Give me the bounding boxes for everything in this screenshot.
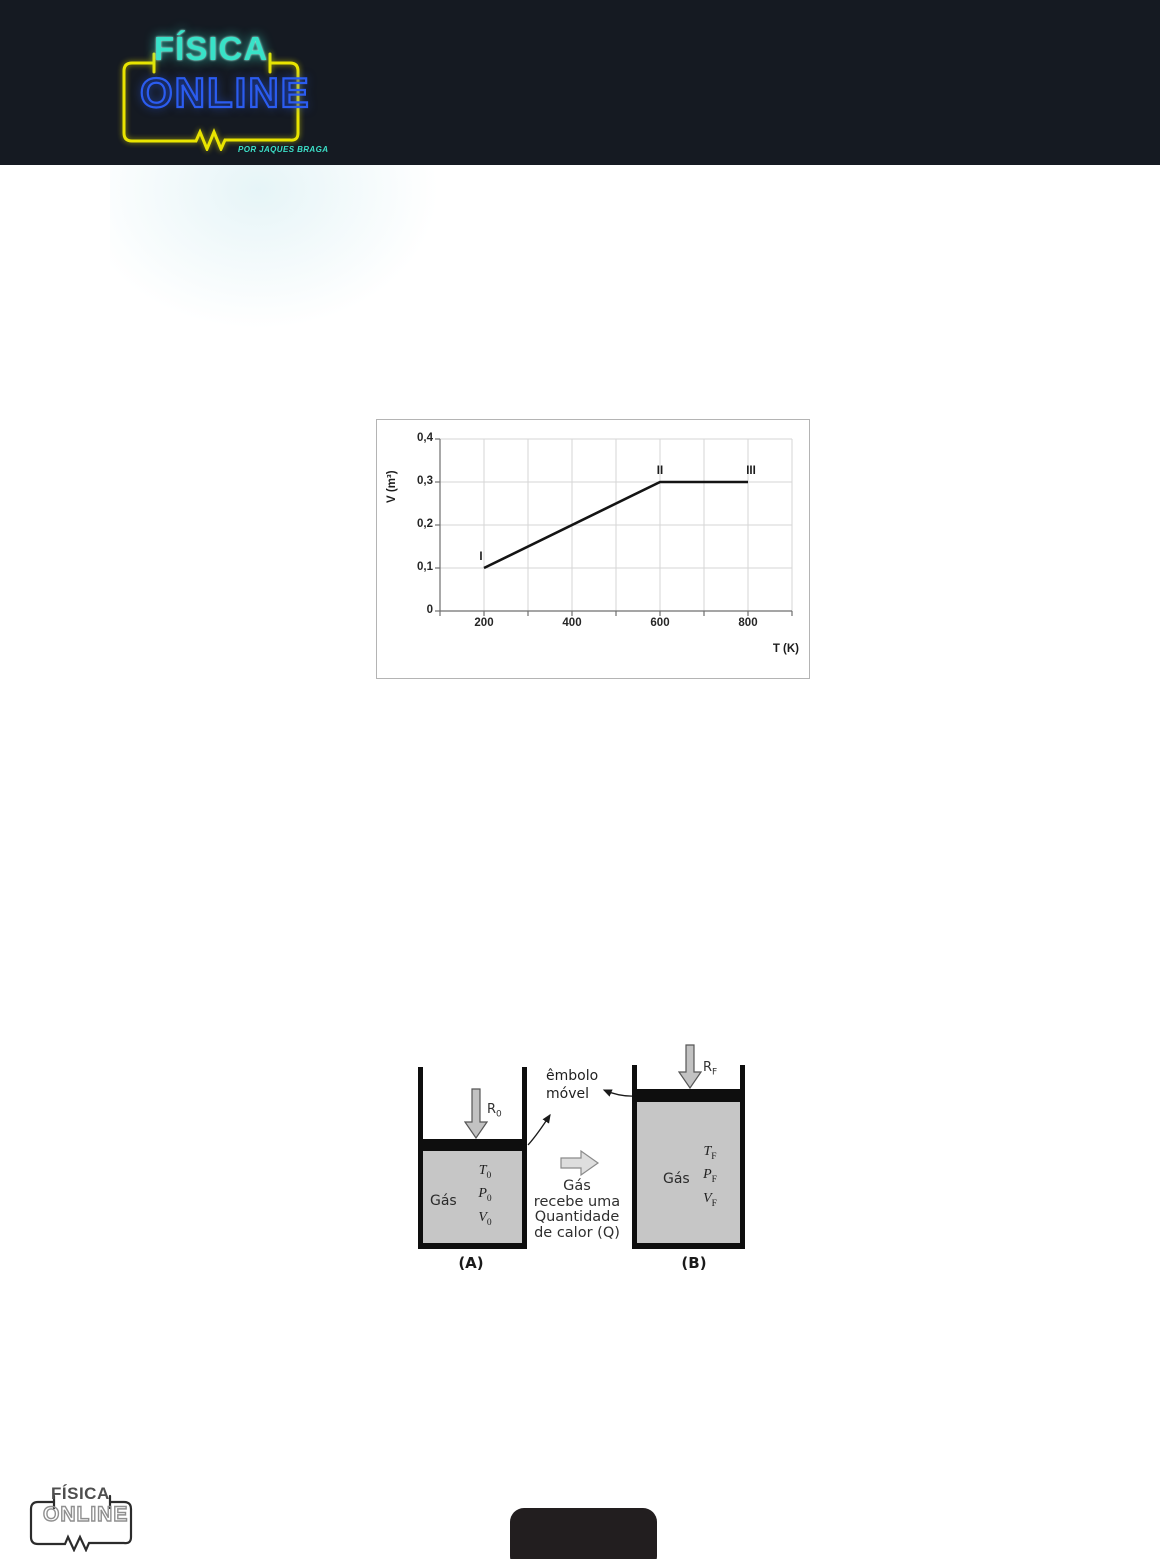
point-label-ii: II bbox=[656, 465, 664, 477]
y-tick-label: 0,1 bbox=[417, 561, 433, 573]
footer-logo-title: FÍSICA bbox=[51, 1484, 110, 1503]
state-line: P0 bbox=[478, 1186, 492, 1205]
state-a-values: T0 P0 V0 bbox=[471, 1162, 499, 1232]
y-tick-label: 0,3 bbox=[417, 475, 433, 487]
chart-canvas bbox=[435, 438, 793, 616]
container-a-gas bbox=[423, 1151, 522, 1243]
force-rf-label: RF bbox=[703, 1060, 718, 1078]
annotation-arrow-left-icon bbox=[527, 1113, 551, 1146]
force-arrow-down-icon bbox=[464, 1088, 488, 1139]
caption-b: (B) bbox=[681, 1254, 707, 1272]
logo-subtitle: ONLINE bbox=[139, 68, 311, 117]
y-tick-label: 0 bbox=[426, 604, 433, 616]
header-glow bbox=[110, 165, 440, 330]
logo-title: FÍSICA bbox=[154, 30, 269, 67]
state-line: T0 bbox=[478, 1163, 492, 1181]
force-r0-label: R0 bbox=[487, 1102, 502, 1120]
footer-logo: FÍSICA ONLINE bbox=[28, 1482, 138, 1554]
y-axis-label: V (m³) bbox=[386, 470, 398, 503]
container-b-left-wall bbox=[632, 1065, 637, 1249]
container-b-piston bbox=[637, 1089, 740, 1102]
logo-byline: POR JAQUES BRAGA bbox=[238, 145, 329, 154]
container-a-piston bbox=[423, 1139, 522, 1151]
state-b-values: TF PF VF bbox=[694, 1143, 726, 1213]
state-line: TF bbox=[703, 1144, 717, 1162]
heat-arrow-icon bbox=[560, 1149, 600, 1177]
gas-a-label: Gás bbox=[430, 1193, 457, 1209]
piston-diagram: R0 Gás T0 P0 V0 (A) êmbolo móvel Gás rec… bbox=[400, 1040, 760, 1285]
container-b-right-wall bbox=[740, 1065, 745, 1249]
y-tick-label: 0,2 bbox=[417, 518, 433, 530]
fisica-online-logo: FÍSICA ONLINE POR JAQUES BRAGA bbox=[120, 18, 330, 163]
force-arrow-down-icon bbox=[678, 1044, 702, 1089]
embolo-movel-label: êmbolo móvel bbox=[546, 1068, 599, 1102]
point-label-iii: III bbox=[746, 465, 756, 477]
x-tick-label: 400 bbox=[562, 617, 582, 629]
container-b-gas bbox=[637, 1102, 740, 1243]
x-tick-label: 800 bbox=[738, 617, 758, 629]
x-tick-label: 600 bbox=[650, 617, 670, 629]
x-tick-label: 200 bbox=[474, 617, 494, 629]
state-line: VF bbox=[703, 1190, 717, 1209]
gas-b-label: Gás bbox=[663, 1171, 690, 1187]
container-a-base bbox=[418, 1243, 527, 1249]
point-label-i: I bbox=[479, 551, 483, 563]
state-line: PF bbox=[703, 1167, 717, 1186]
chart-plot-area bbox=[435, 438, 793, 616]
heat-caption: Gás recebe uma Quantidade de calor (Q) bbox=[533, 1178, 621, 1241]
volume-temperature-chart: V (m³) T (K) 200 400 600 800 0 0,1 0,2 0,3 0,4 I I… bbox=[376, 419, 810, 679]
footer-black-box bbox=[510, 1508, 657, 1559]
x-axis-label: T (K) bbox=[772, 643, 799, 655]
neon-frame-icon bbox=[122, 52, 300, 151]
footer-frame-icon bbox=[29, 1494, 133, 1552]
footer-logo-subtitle: ONLINE bbox=[42, 1502, 129, 1526]
container-a-right-wall bbox=[522, 1067, 527, 1249]
container-b-base bbox=[632, 1243, 745, 1249]
container-a-left-wall bbox=[418, 1067, 423, 1249]
state-line: V0 bbox=[478, 1209, 492, 1228]
header-banner: FÍSICA ONLINE POR JAQUES BRAGA bbox=[0, 0, 1160, 165]
caption-a: (A) bbox=[458, 1254, 484, 1272]
y-tick-label: 0,4 bbox=[417, 432, 433, 444]
